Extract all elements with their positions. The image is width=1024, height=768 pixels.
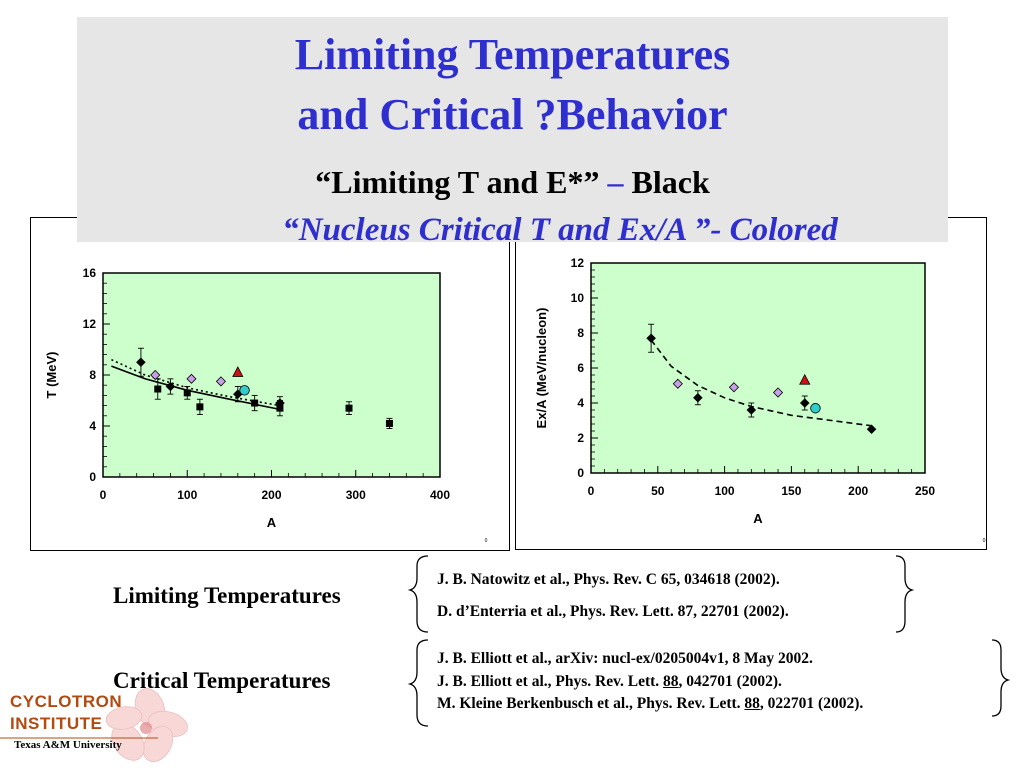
x-tick-label: 200 xyxy=(848,484,868,498)
subtitle-colored: “Nucleus Critical T and Ex/A ”- Colored xyxy=(282,212,838,248)
subtitle-black-quote: “Limiting T and E*” xyxy=(315,164,600,200)
x-tick-label: 150 xyxy=(781,484,801,498)
subtitle-black-word: Black xyxy=(631,164,710,200)
y-tick-label: 10 xyxy=(571,291,585,305)
logo-text-university: Texas A&M University xyxy=(14,739,122,751)
data-point-diamond xyxy=(136,357,146,368)
right-chart-frame: 0 2 4 6 8 10 12 0 50 100 150 200 250 A Ex/A (MeV/nucle… xyxy=(515,217,987,550)
right-brace-limiting xyxy=(895,555,915,633)
data-point-diamond xyxy=(150,369,161,381)
data-point-diamond xyxy=(165,381,176,392)
limiting-temperature-chart: 0 4 8 12 16 0 100 200 300 400 A T (MeV) 0 xyxy=(44,266,488,544)
logo-text-institute: INSTITUTE xyxy=(10,714,103,733)
y-tick-label: 8 xyxy=(577,326,584,340)
ref-berkenbusch-vol: 88 xyxy=(744,695,760,712)
data-point-square xyxy=(276,404,284,412)
title-panel: Limiting Temperatures and Critical ?Beha… xyxy=(77,17,948,248)
data-point-triangle xyxy=(232,366,244,377)
corner-mark: 0 xyxy=(983,538,986,544)
subtitle-black-dash: – xyxy=(599,164,632,200)
data-point-diamond xyxy=(866,424,877,435)
logo-text-cyclotron: CYCLOTRON xyxy=(10,692,123,711)
y-tick-label: 4 xyxy=(89,419,96,433)
x-tick-label: 200 xyxy=(261,488,281,502)
y-tick-label: 0 xyxy=(577,466,584,480)
data-point-square xyxy=(196,403,204,411)
x-tick-label: 0 xyxy=(100,488,107,502)
y-tick-label: 12 xyxy=(571,256,585,270)
ref-berkenbusch-post: , 022701 (2002). xyxy=(759,695,864,712)
ref-elliott-prl: J. B. Elliott et al., Phys. Rev. Lett. 8… xyxy=(437,673,782,691)
ref-elliott-prl-post: , 042701 (2002). xyxy=(678,673,782,690)
data-point-diamond xyxy=(728,382,740,393)
cyclotron-institute-logo: CYCLOTRON INSTITUTE Texas A&M University xyxy=(0,680,200,768)
corner-mark: 0 xyxy=(485,538,488,544)
title-line-2: and Critical ?Behavior xyxy=(297,90,728,139)
y-tick-label: 12 xyxy=(83,317,97,331)
excitation-energy-chart: 0 2 4 6 8 10 12 0 50 100 150 200 250 A Ex/A (MeV/nucle… xyxy=(534,256,986,544)
data-point-diamond xyxy=(646,333,656,344)
data-point-diamond xyxy=(799,398,810,408)
data-point-diamond xyxy=(772,387,784,398)
data-point-square xyxy=(251,399,259,407)
y-axis-label: T (MeV) xyxy=(44,352,59,399)
data-point-diamond xyxy=(672,378,683,389)
left-chart-frame: 0 4 8 12 16 0 100 200 300 400 A T (MeV) 0 xyxy=(30,217,510,551)
ref-elliott-prl-pre: J. B. Elliott et al., Phys. Rev. Lett. xyxy=(437,673,664,690)
data-point-circle xyxy=(810,403,821,414)
ref-berkenbusch: M. Kleine Berkenbusch et al., Phys. Rev.… xyxy=(437,695,863,713)
data-point-triangle xyxy=(799,373,811,385)
x-tick-label: 100 xyxy=(715,484,735,498)
y-tick-label: 6 xyxy=(577,361,584,375)
ref-elliott-arxiv: J. B. Elliott et al., arXiv: nucl-ex/020… xyxy=(437,650,813,667)
plot-area xyxy=(590,262,926,474)
data-point-diamond xyxy=(186,373,197,384)
data-point-circle xyxy=(239,385,250,396)
x-tick-label: 50 xyxy=(651,484,665,498)
ref-denterria: D. d’Enterria et al., Phys. Rev. Lett. 8… xyxy=(437,603,789,620)
x-tick-label: 250 xyxy=(915,484,935,498)
x-axis-label: A xyxy=(753,511,763,526)
x-tick-label: 300 xyxy=(346,488,366,502)
data-point-square xyxy=(154,385,162,393)
title-line-1: Limiting Temperatures xyxy=(294,30,731,79)
limiting-temperatures-label: Limiting Temperatures xyxy=(113,583,341,608)
x-tick-label: 0 xyxy=(588,484,595,498)
data-point-diamond xyxy=(746,405,757,415)
left-brace-limiting xyxy=(407,555,429,633)
x-tick-label: 100 xyxy=(177,488,197,502)
data-point-square xyxy=(345,404,353,412)
left-brace-critical xyxy=(407,639,429,727)
x-tick-label: 400 xyxy=(430,488,450,502)
ref-natowitz: J. B. Natowitz et al., Phys. Rev. C 65, … xyxy=(437,571,780,588)
data-point-square xyxy=(385,419,393,427)
y-axis-label: Ex/A (MeV/nucleon) xyxy=(534,308,549,429)
y-tick-label: 4 xyxy=(577,396,584,410)
y-tick-label: 2 xyxy=(577,431,584,445)
y-tick-label: 0 xyxy=(89,470,96,484)
logo-flower-graphic xyxy=(0,688,188,763)
x-axis-label: A xyxy=(267,515,277,530)
y-tick-label: 16 xyxy=(83,266,97,280)
data-point-diamond xyxy=(693,392,703,403)
data-point-diamond xyxy=(215,376,227,387)
subtitle-black: “Limiting T and E*” – Black xyxy=(77,164,948,200)
ref-elliott-prl-vol: 88 xyxy=(663,673,679,690)
right-brace-critical xyxy=(991,639,1011,717)
ref-berkenbusch-pre: M. Kleine Berkenbusch et al., Phys. Rev.… xyxy=(437,695,745,712)
y-tick-label: 8 xyxy=(89,368,96,382)
data-point-square xyxy=(183,389,191,397)
